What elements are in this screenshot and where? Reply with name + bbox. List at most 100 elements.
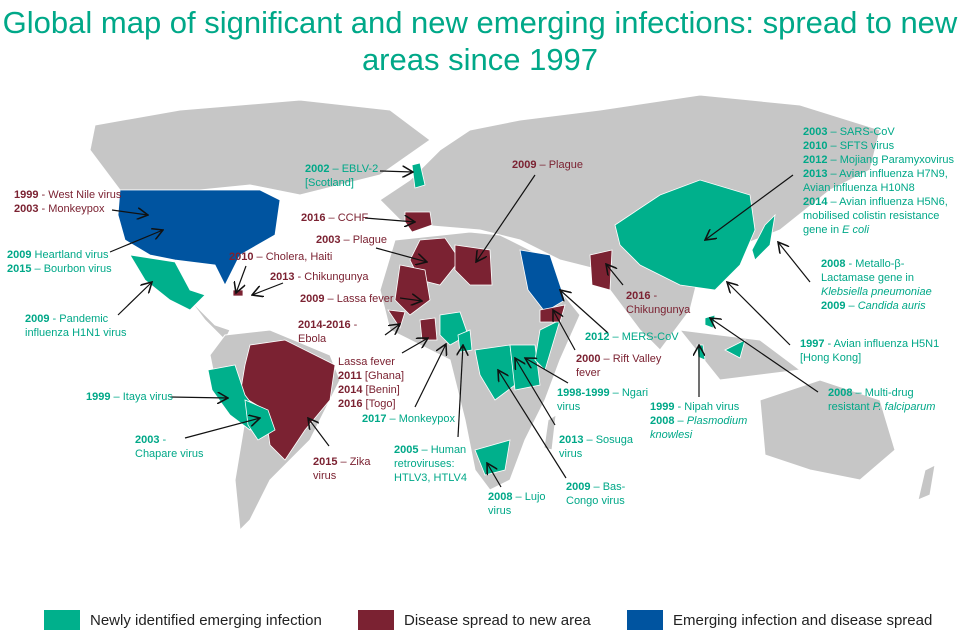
annotation-line: influenza H1N1 virus <box>25 326 127 340</box>
annotation-line: 2009 - Pandemic <box>25 312 127 326</box>
annotation-line: virus <box>557 400 648 414</box>
annotation-text: – Cholera, Haiti <box>253 251 333 263</box>
annotation-text: – Monkeypox <box>386 413 455 425</box>
annotation-line: fever <box>576 366 661 380</box>
annotation: 1997 - Avian influenza H5N1 [Hong Kong] <box>800 337 939 365</box>
annotation-year: 2010 <box>803 140 828 152</box>
annotation-text: – Itaya virus <box>110 391 173 403</box>
annotation-text: – Bourbon virus <box>31 263 112 275</box>
annotation-text: – Plague <box>340 234 387 246</box>
annotation-text: Congo virus <box>566 495 625 507</box>
annotation-text: – <box>674 415 687 427</box>
annotation-line: Avian influenza H10N8 <box>803 181 954 195</box>
annotation-line: 2008 – Plasmodium <box>650 414 747 428</box>
central-america-land <box>189 299 231 341</box>
pakistan <box>589 249 613 291</box>
highlighted-countries <box>117 162 776 476</box>
annotation-text: influenza H1N1 virus <box>25 327 127 339</box>
annotation-text: – EBLV-2 <box>329 163 379 175</box>
legend-swatch <box>627 610 663 630</box>
annotation-year: 2008 <box>650 415 675 427</box>
annotation-text: – Ngari <box>609 387 649 399</box>
annotation-year: 1997 <box>800 338 825 350</box>
annotation-year: 2008 <box>488 491 513 503</box>
annotation: 2013 - Chikungunya <box>270 270 368 284</box>
annotation-year: 2009 <box>821 300 846 312</box>
annotation-text: resistant <box>828 401 873 413</box>
drc <box>474 344 516 401</box>
annotation-line: 2000 – Rift Valley <box>576 352 661 366</box>
annotation-italic: P. falciparum <box>872 401 936 413</box>
annotation-line: virus <box>559 447 633 461</box>
haiti <box>232 289 244 297</box>
new-zealand-land <box>917 464 936 501</box>
annotation-italic: E coli <box>842 224 870 236</box>
annotation-text: – Multi-drug <box>852 387 914 399</box>
legend-item-new: Newly identified emerging infection <box>44 610 322 630</box>
annotation: Lassa fever 2011 [Ghana] 2014 [Benin] 2016 … <box>338 355 404 411</box>
annotation-italic: Plasmodium <box>686 415 748 427</box>
annotation-text: – Avian influenza H5N6, <box>827 196 948 208</box>
annotation-year: 2015 <box>313 456 338 468</box>
annotation-text: – Rift Valley <box>600 353 662 365</box>
annotation: 2003 – SARS-CoV 2010 – SFTS virus 2012 – M… <box>803 125 954 237</box>
annotation-text: Heartland virus <box>31 249 109 261</box>
australia-land <box>759 379 896 481</box>
annotation: 2009 – Lassa fever <box>300 292 394 306</box>
east-africa <box>509 344 541 391</box>
annotation-italic: Klebsiella pneumoniae <box>821 286 932 298</box>
annotation-year: 2009 <box>566 481 591 493</box>
annotation: 1998-1999 – Ngari virus <box>557 386 648 414</box>
annotation-text: [Ghana] <box>361 370 405 382</box>
annotation-text: - Nipah virus <box>674 401 740 413</box>
annotation-line: 2014 – Avian influenza H5N6, <box>803 195 954 209</box>
annotation-line: 2013 – Sosuga <box>559 433 633 447</box>
annotation-line: 2014 [Benin] <box>338 383 404 397</box>
annotation: 2002 – EBLV-2 [Scotland] <box>305 162 378 190</box>
annotation-text: virus <box>559 448 583 460</box>
legend-item-spread: Disease spread to new area <box>358 610 591 630</box>
annotation-line: 1999 - Nipah virus <box>650 400 747 414</box>
annotation-text: – Zika <box>337 456 371 468</box>
annotation-line: 1999 - West Nile virus <box>14 188 121 202</box>
annotation-text: virus <box>557 401 581 413</box>
annotation-text: Chikungunya <box>626 304 691 316</box>
annotation: 2003 – Plague <box>316 233 387 247</box>
annotation-line: 2010 – Cholera, Haiti <box>229 250 332 264</box>
annotation-line: Ebola <box>298 332 357 346</box>
annotation-text: – Sosuga <box>583 434 634 446</box>
annotation-year: 2010 <box>229 251 254 263</box>
annotation-line: 1999 – Itaya virus <box>86 390 173 404</box>
annotation-line: virus <box>313 469 371 483</box>
annotation-line: 2015 – Bourbon virus <box>7 262 112 276</box>
annotation-text: – Lujo <box>512 491 546 503</box>
annotation-text: Avian influenza H10N8 <box>803 182 915 194</box>
annotation-text: – Lassa fever <box>324 293 394 305</box>
annotation-text: - Chikungunya <box>294 271 369 283</box>
annotation-text: – Plague <box>536 159 583 171</box>
malaysia-borneo <box>724 339 746 359</box>
legend-swatch <box>358 610 394 630</box>
mexico <box>129 254 206 311</box>
annotation: 2009 – Plague <box>512 158 583 172</box>
annotation-text: Lassa fever <box>338 356 395 368</box>
annotation-text: – SFTS virus <box>827 140 895 152</box>
annotation-line: Chapare virus <box>135 447 203 461</box>
cambodia <box>704 314 716 329</box>
annotation-line: Congo virus <box>566 494 625 508</box>
annotation-line: 2003 – Plague <box>316 233 387 247</box>
annotation-year: 2008 <box>821 258 846 270</box>
annotation-year: 2003 <box>135 434 160 446</box>
annotation-year: 2013 <box>559 434 584 446</box>
annotation-year: 2012 <box>803 154 828 166</box>
annotation-year: 2008 <box>828 387 853 399</box>
annotation-line: Lactamase gene in <box>821 271 932 285</box>
annotation-line: 2012 – MERS-CoV <box>585 330 679 344</box>
annotation-year: 1999 <box>14 189 39 201</box>
annotation-year: 2002 <box>305 163 330 175</box>
annotation-text: virus <box>488 505 512 517</box>
annotation-text: fever <box>576 367 601 379</box>
annotation-line: 2016 – CCHF <box>301 211 368 225</box>
annotation-line: 2011 [Ghana] <box>338 369 404 383</box>
